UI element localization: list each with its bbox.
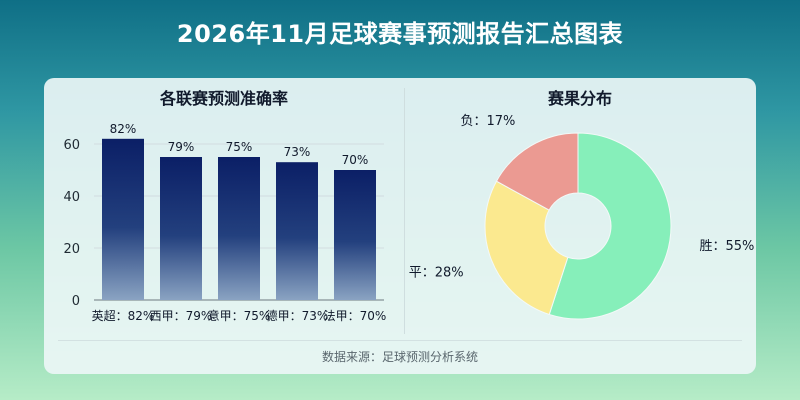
data-source-note: 数据来源：足球预测分析系统 — [321, 350, 478, 364]
bar — [160, 157, 202, 300]
y-tick-label: 40 — [63, 190, 80, 205]
bar-value-label: 75% — [226, 140, 253, 154]
bar-chart-title: 各联赛预测准确率 — [159, 89, 288, 108]
donut-slice — [495, 132, 579, 211]
bar — [276, 162, 318, 300]
footer-divider — [58, 340, 742, 341]
bar-value-label: 82% — [110, 122, 137, 136]
donut-slice-label: 胜：55% — [699, 239, 754, 254]
bar — [102, 138, 144, 300]
x-tick-label: 法甲：70% — [324, 309, 387, 323]
x-tick-label: 意甲：75% — [208, 308, 271, 323]
bar-chart: 0 20 40 60 82% 英超：82% 79% 西甲：79% 75% 意甲：75% 73% 德甲：… — [63, 122, 387, 323]
panel-divider — [404, 88, 405, 334]
donut-chart: 胜：55% 平：28% 负：17% — [409, 114, 754, 320]
page-title: 2026年11月足球赛事预测报告汇总图表 — [176, 20, 624, 48]
y-tick-label: 0 — [72, 294, 80, 309]
donut-slice — [548, 132, 672, 320]
donut-slice-label: 负：17% — [460, 114, 515, 129]
bar-value-label: 79% — [168, 140, 195, 154]
y-tick-label: 20 — [63, 242, 80, 257]
x-tick-label: 英超：82% — [92, 308, 155, 323]
donut-slice-label: 平：28% — [409, 265, 464, 280]
donut-slice — [484, 180, 569, 316]
bar — [218, 157, 260, 300]
y-tick-label: 60 — [63, 138, 80, 153]
bar-value-label: 73% — [284, 145, 311, 159]
bar — [334, 170, 376, 300]
pie-chart-title: 赛果分布 — [547, 89, 612, 108]
x-tick-label: 西甲：79% — [150, 309, 213, 323]
x-tick-label: 德甲：73% — [266, 308, 329, 323]
report-card: 各联赛预测准确率 赛果分布 0 20 40 60 82% 英超：82% 79% 西甲：79% 7… — [44, 78, 756, 374]
bar-value-label: 70% — [342, 153, 369, 167]
